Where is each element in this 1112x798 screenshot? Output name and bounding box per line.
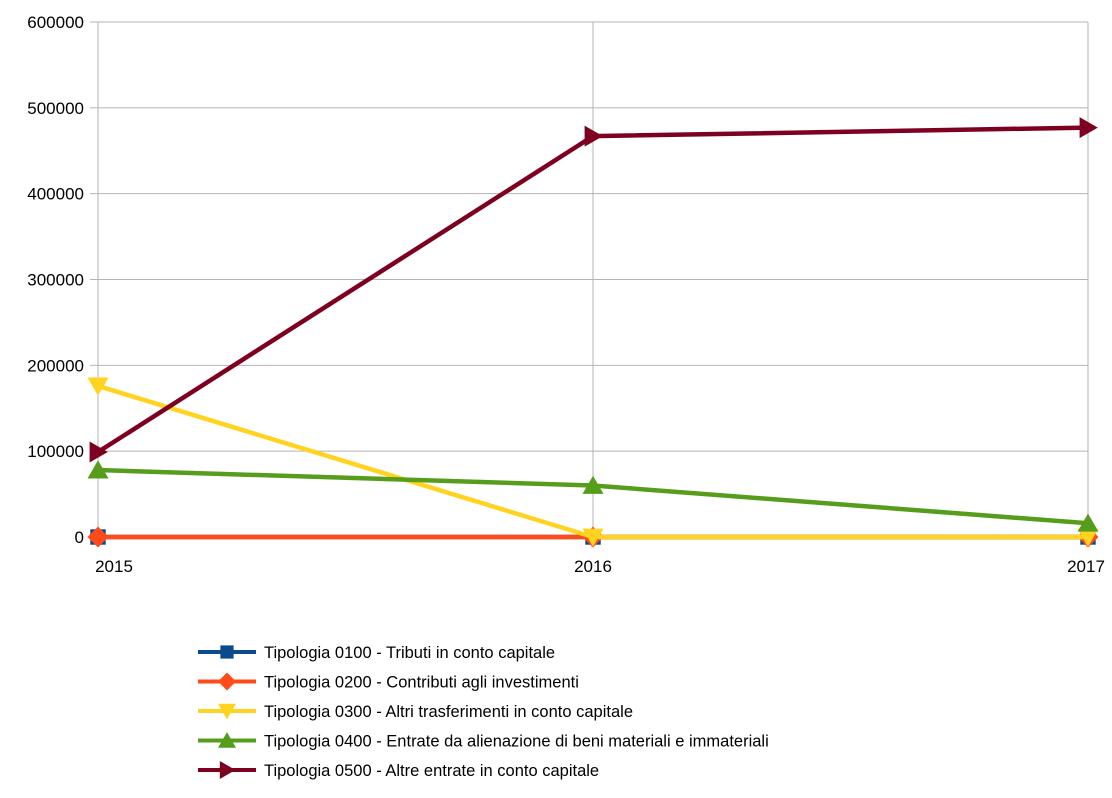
legend-marker-icon [218,703,236,720]
legend-label: Tipologia 0400 - Entrate da alienazione … [264,733,769,751]
data-point-marker [1079,117,1098,139]
legend-marker-icon [220,645,234,659]
legend-item: Tipologia 0300 - Altri trasferimenti in … [198,703,633,721]
series-plot [87,117,1099,548]
y-tick-label: 400000 [27,185,84,204]
legend-marker-icon [219,761,236,779]
legend-label: Tipologia 0300 - Altri trasferimenti in … [264,703,633,721]
legend-item: Tipologia 0200 - Contributi agli investi… [198,672,579,692]
y-tick-label: 500000 [27,99,84,118]
data-point-marker [582,528,604,547]
legend-label: Tipologia 0100 - Tributi in conto capita… [264,644,555,662]
y-tick-label: 600000 [27,13,84,32]
legend-label: Tipologia 0200 - Contributi agli investi… [264,674,579,692]
legend: Tipologia 0100 - Tributi in conto capita… [198,644,769,780]
grid [97,21,1089,545]
series-3 [87,377,1099,547]
data-point-marker [87,460,109,479]
legend-label: Tipologia 0500 - Altre entrate in conto … [264,762,599,780]
x-tick-label: 2017 [1067,557,1105,576]
data-point-marker [1077,528,1099,547]
x-tick-label: 2015 [95,557,133,576]
series-5 [89,117,1098,463]
legend-item: Tipologia 0400 - Entrate da alienazione … [198,732,769,751]
legend-marker-icon [218,732,236,748]
series-4 [87,460,1099,532]
data-point-marker [584,125,603,147]
data-point-marker [87,377,109,396]
axes: 0 100000 200000 300000 400000 500000 600000 201… [27,13,1105,576]
legend-item: Tipologia 0500 - Altre entrate in conto … [198,761,599,780]
data-point-marker [89,441,108,463]
y-tick-label: 0 [75,528,84,547]
x-tick-label: 2016 [574,557,612,576]
legend-item: Tipologia 0100 - Tributi in conto capita… [198,644,555,662]
data-point-marker [1077,513,1099,532]
y-tick-label: 100000 [27,442,84,461]
y-tick-label: 300000 [27,271,84,290]
y-tick-label: 200000 [27,356,84,375]
data-point-marker [582,475,604,494]
data-point-marker [87,526,109,548]
legend-marker-icon [218,672,236,691]
